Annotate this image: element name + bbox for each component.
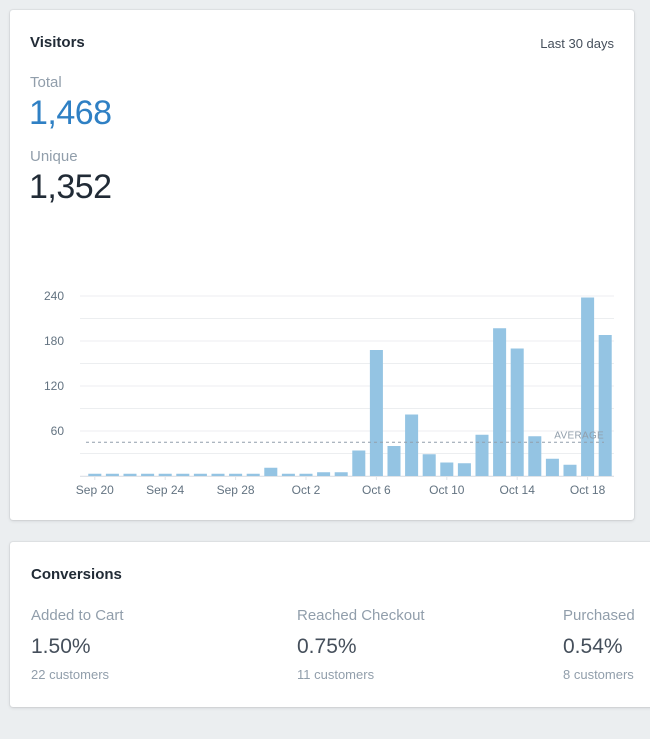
conversion-label: Purchased — [563, 607, 635, 624]
chart-bar — [299, 473, 313, 476]
unique-label: Unique — [30, 148, 78, 165]
chart-bar — [457, 463, 471, 476]
x-tick-label: Oct 2 — [292, 483, 321, 497]
chart-bar — [246, 473, 260, 476]
conversion-customers: 22 customers — [31, 667, 110, 682]
chart-bar — [387, 446, 401, 476]
chart-bar — [229, 473, 243, 476]
visitors-bar-chart: 240 180 120 60 AVERAGE Sep 20 Sep 24 Sep 28 Oct … — [44, 289, 614, 497]
x-tick-label: Sep 20 — [76, 483, 114, 497]
chart-bar — [211, 473, 225, 476]
x-tick-label: Oct 14 — [500, 483, 536, 497]
y-tick-label: 120 — [44, 379, 64, 393]
y-tick-label: 60 — [51, 424, 65, 438]
chart-bar — [193, 473, 207, 476]
chart-bar — [317, 472, 331, 476]
chart-bar — [281, 473, 295, 476]
chart-bar — [405, 414, 419, 476]
chart-bar — [510, 348, 524, 476]
conversion-value: 0.54% — [563, 635, 623, 658]
total-value: 1,468 — [29, 94, 112, 132]
conversions-card: Conversions Added to Cart 1.50% 22 custo… — [10, 542, 650, 707]
date-range-selector[interactable]: Last 30 days — [540, 36, 614, 51]
chart-bar — [334, 472, 348, 476]
chart-bar — [105, 473, 119, 476]
y-tick-label: 180 — [44, 334, 64, 348]
conversion-customers: 11 customers — [297, 667, 375, 682]
visitors-title: Visitors — [30, 34, 85, 51]
chart-bar — [545, 458, 559, 476]
conversion-label: Reached Checkout — [297, 607, 425, 624]
conversion-customers: 8 customers — [563, 667, 634, 682]
chart-bar — [352, 450, 366, 476]
conversion-value: 1.50% — [31, 635, 91, 658]
chart-bar — [581, 297, 595, 476]
chart-bar — [176, 473, 190, 476]
chart-bar — [123, 473, 137, 476]
chart-bar — [264, 467, 278, 476]
x-tick-label: Oct 10 — [429, 483, 465, 497]
unique-value: 1,352 — [29, 168, 112, 206]
x-tick-label: Oct 18 — [570, 483, 606, 497]
conversion-label: Added to Cart — [31, 607, 124, 624]
chart-bar — [369, 350, 383, 476]
total-label: Total — [30, 74, 62, 91]
x-tick-label: Sep 28 — [217, 483, 255, 497]
chart-bar — [598, 335, 612, 476]
x-tick-label: Oct 6 — [362, 483, 391, 497]
chart-bar — [528, 436, 542, 476]
x-tick-label: Sep 24 — [146, 483, 184, 497]
y-tick-label: 240 — [44, 289, 64, 303]
chart-bar — [88, 473, 102, 476]
chart-bar — [563, 464, 577, 476]
chart-bar — [158, 473, 172, 476]
chart-bar — [422, 454, 436, 476]
chart-bar — [141, 473, 155, 476]
chart-bar — [493, 328, 507, 476]
average-label: AVERAGE — [554, 430, 604, 441]
conversions-title: Conversions — [31, 566, 122, 583]
chart-bar — [440, 462, 454, 476]
chart-bar — [475, 434, 489, 476]
visitors-card: Visitors Last 30 days Total 1,468 Unique… — [10, 10, 634, 520]
conversion-value: 0.75% — [297, 635, 357, 658]
